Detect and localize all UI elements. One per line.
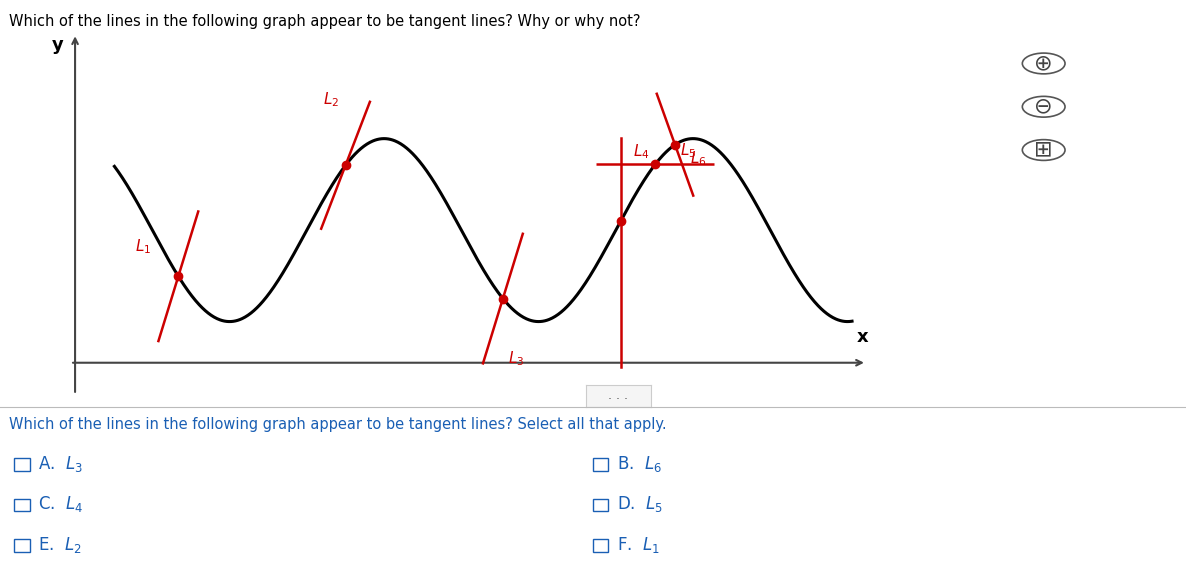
Text: ⊖: ⊖ xyxy=(1034,97,1053,117)
Text: $L_2$: $L_2$ xyxy=(323,90,339,108)
Text: $L_6$: $L_6$ xyxy=(690,149,707,168)
Text: E.  $L_{2}$: E. $L_{2}$ xyxy=(38,535,82,554)
Text: $L_5$: $L_5$ xyxy=(680,141,696,160)
Text: $L_3$: $L_3$ xyxy=(508,349,524,368)
Text: . . .: . . . xyxy=(608,389,629,402)
Text: ⊞: ⊞ xyxy=(1034,140,1053,160)
Text: ⊕: ⊕ xyxy=(1034,54,1053,73)
Text: D.  $L_{5}$: D. $L_{5}$ xyxy=(617,494,663,514)
Text: F.  $L_{1}$: F. $L_{1}$ xyxy=(617,535,659,554)
Text: A.  $L_{3}$: A. $L_{3}$ xyxy=(38,454,83,474)
Text: Which of the lines in the following graph appear to be tangent lines? Select all: Which of the lines in the following grap… xyxy=(9,417,667,432)
Text: C.  $L_{4}$: C. $L_{4}$ xyxy=(38,494,83,514)
Text: B.  $L_{6}$: B. $L_{6}$ xyxy=(617,454,662,474)
Text: $L_4$: $L_4$ xyxy=(632,143,649,161)
Text: y: y xyxy=(51,36,63,54)
Text: $L_1$: $L_1$ xyxy=(134,238,151,256)
Text: Which of the lines in the following graph appear to be tangent lines? Why or why: Which of the lines in the following grap… xyxy=(9,14,640,29)
Text: x: x xyxy=(857,328,868,346)
